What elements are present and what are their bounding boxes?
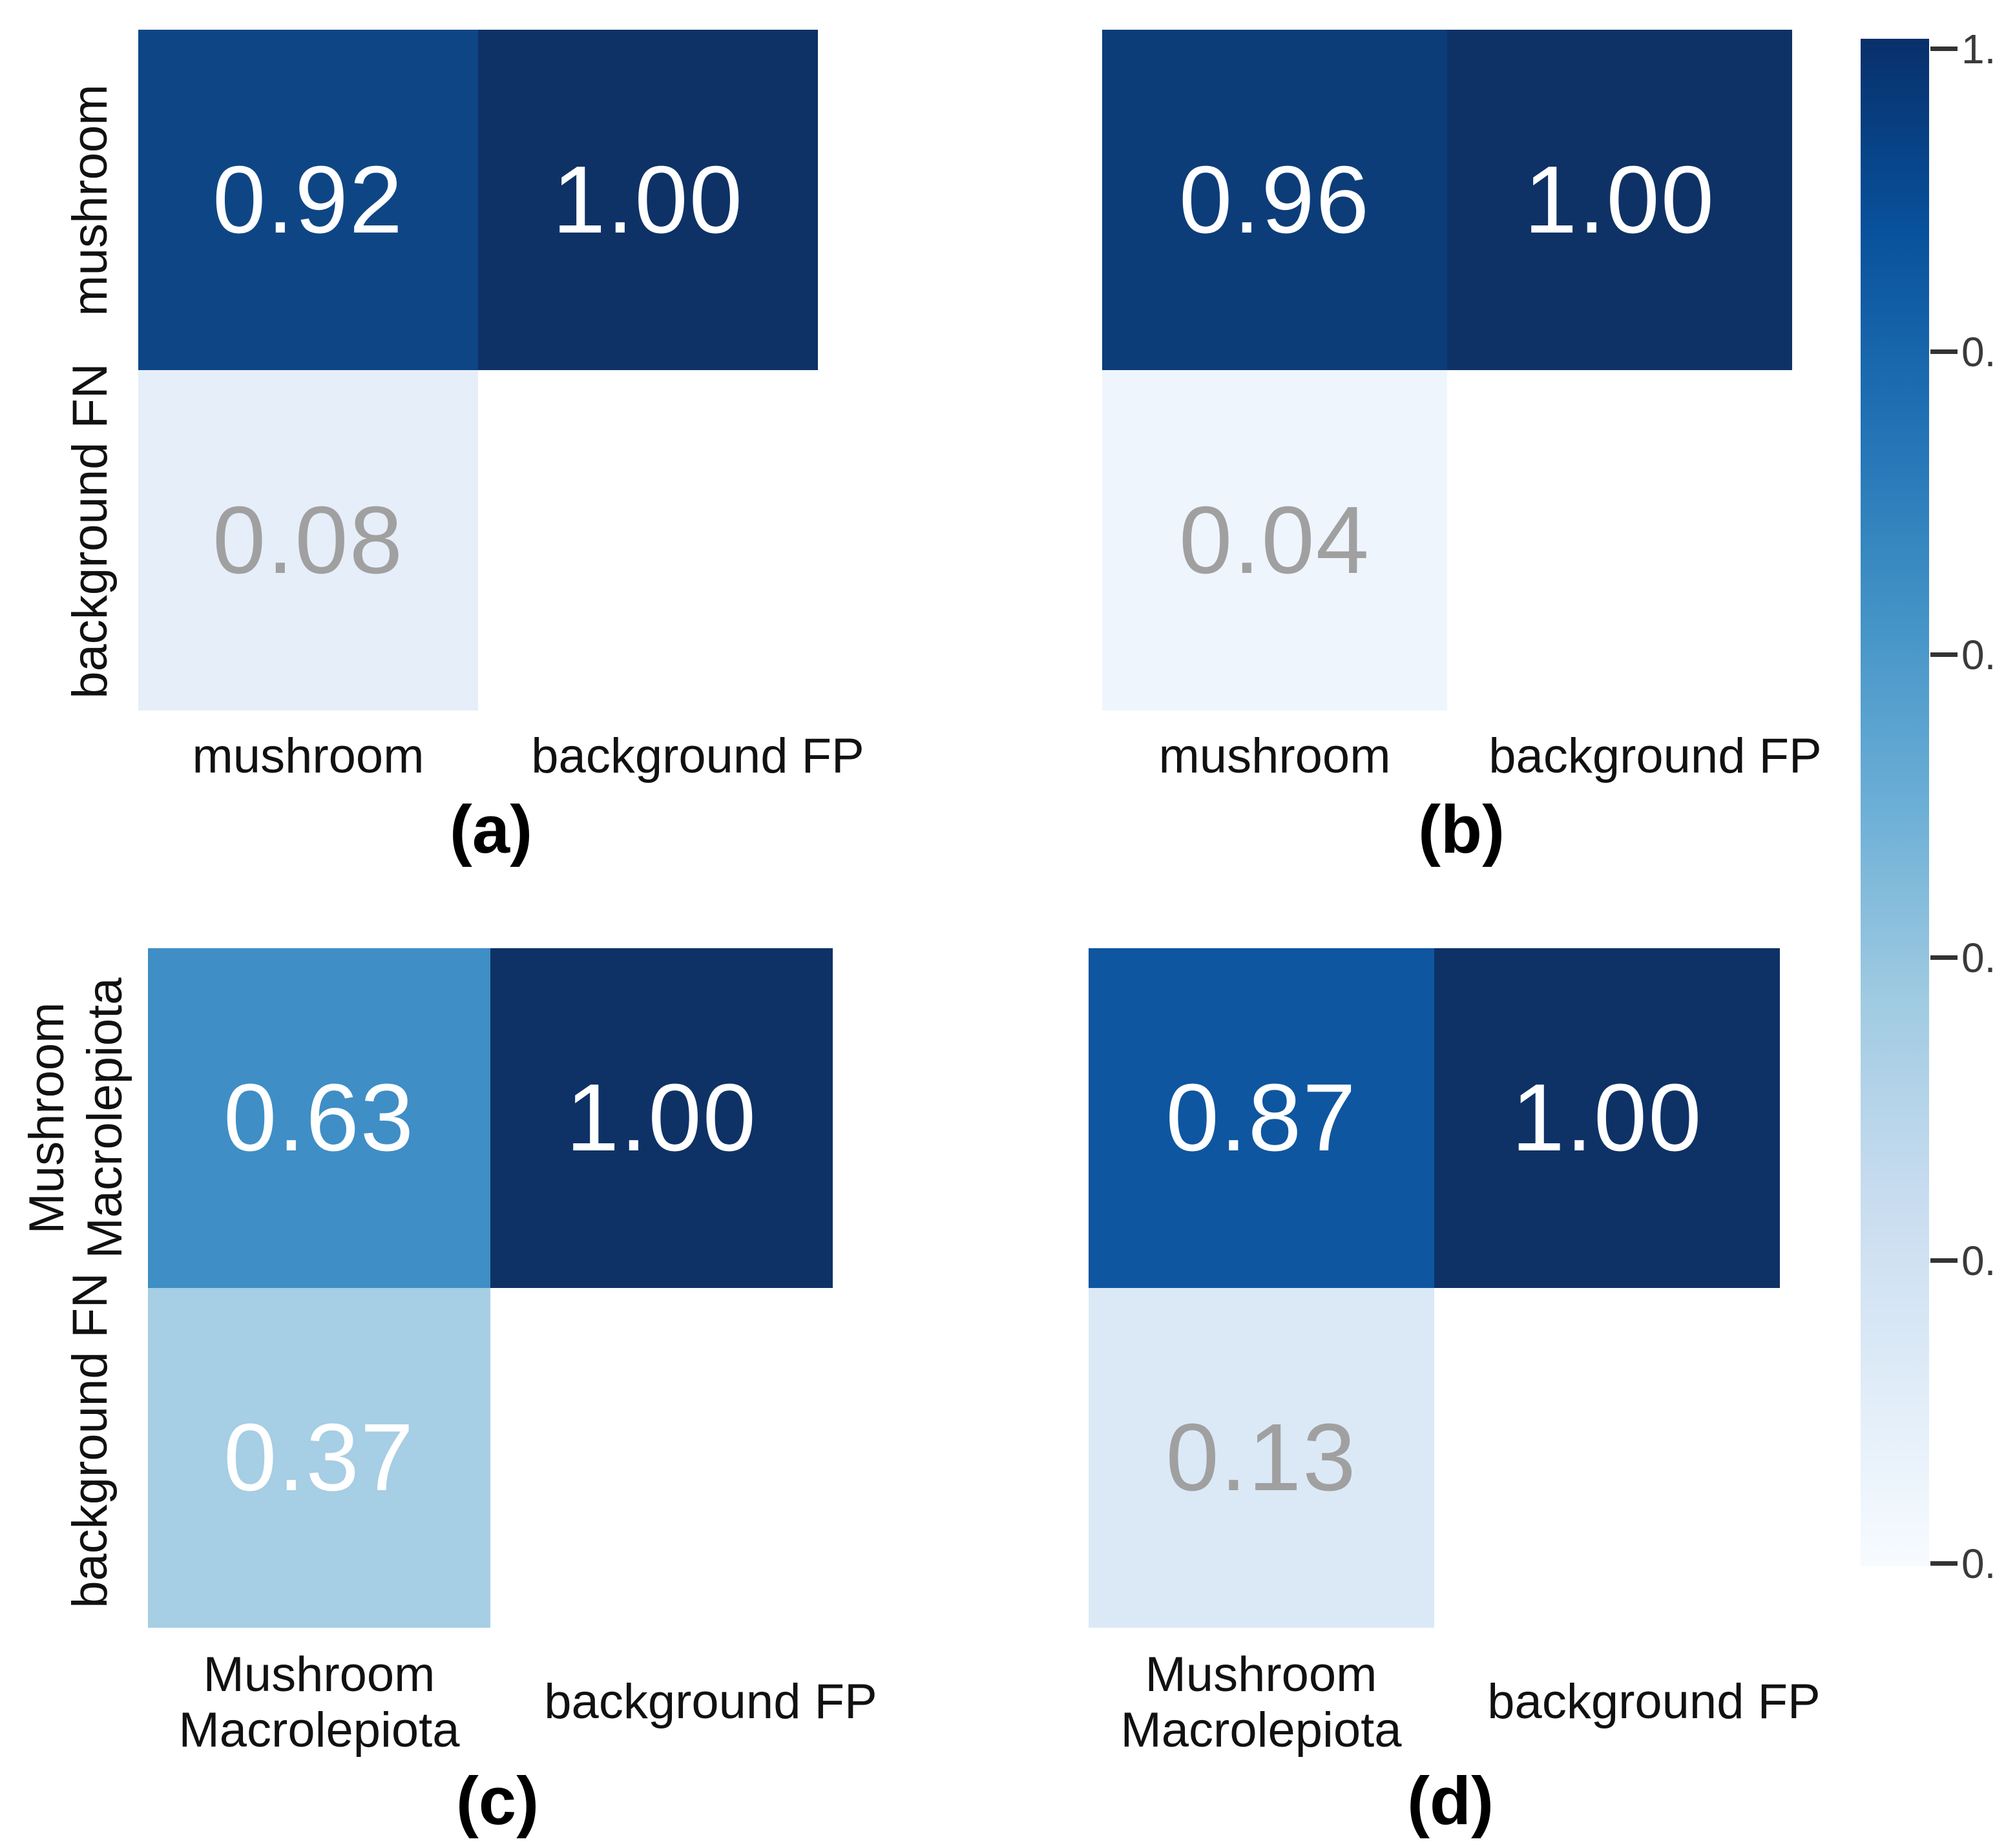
- heatmap-cell-c-r0c0: 0.63: [148, 948, 490, 1288]
- colorbar-tick-label: 0.2: [1961, 1238, 1995, 1284]
- x-tick-label-background-fp: background FP: [1488, 729, 1822, 784]
- colorbar-tick-mark: [1930, 652, 1958, 657]
- panel-caption-c: (c): [455, 1763, 539, 1839]
- panel-caption-b: (b): [1417, 792, 1505, 867]
- heatmap-cell-d-r0c1: 1.00: [1434, 948, 1780, 1288]
- heatmap-cell-b-r0c1: 1.00: [1447, 30, 1792, 370]
- x-tick-label-background-fp: background FP: [531, 729, 864, 784]
- colorbar-tick-label: 1.0: [1961, 26, 1995, 72]
- cell-value: 0.92: [212, 146, 404, 253]
- colorbar-tick-mark: [1930, 349, 1958, 354]
- colorbar-tick-label: 0.8: [1961, 329, 1995, 375]
- x-tick-label-mushroom: mushroom: [1158, 729, 1391, 784]
- colorbar-gradient: [1861, 39, 1929, 1566]
- colorbar-tick-label: 0.0: [1961, 1541, 1995, 1587]
- cell-value: 1.00: [1523, 146, 1716, 253]
- colorbar-tick-mark: [1930, 955, 1958, 960]
- x-tick-label-mushroom: mushroom: [192, 729, 424, 784]
- heatmap-cell-a-r0c1: 1.00: [478, 30, 818, 370]
- y-tick-label-mushroom: mushroom: [63, 84, 118, 317]
- x-tick-label-background-fp: background FP: [1487, 1674, 1821, 1729]
- heatmap-cell-d-r1c0: 0.13: [1089, 1288, 1434, 1628]
- x-tick-label-mushroom-macrolepiota: Mushroom Macrolepiota: [1120, 1647, 1402, 1758]
- cell-value: 0.13: [1165, 1404, 1357, 1511]
- cell-value: 0.37: [223, 1404, 415, 1511]
- x-tick-label-mushroom-macrolepiota: Mushroom Macrolepiota: [178, 1647, 460, 1758]
- panel-caption-d: (d): [1406, 1763, 1494, 1839]
- heatmap-cell-b-r1c0: 0.04: [1102, 370, 1447, 711]
- heatmap-cell-a-r1c0: 0.08: [138, 370, 478, 711]
- cell-value: 0.63: [223, 1064, 415, 1171]
- y-tick-label-background-fn: background FN: [63, 363, 118, 699]
- heatmap-cell-a-r0c0: 0.92: [138, 30, 478, 370]
- colorbar-tick-mark: [1930, 1258, 1958, 1263]
- y-tick-label-mushroom-macrolepiota: Mushroom Macrolepiota: [19, 977, 132, 1259]
- cell-value: 1.00: [1511, 1064, 1703, 1171]
- heatmap-cell-d-r0c0: 0.87: [1089, 948, 1434, 1288]
- cell-value: 1.00: [552, 146, 744, 253]
- cell-value: 1.00: [565, 1064, 758, 1171]
- colorbar-tick-label: 0.4: [1961, 935, 1995, 981]
- cell-value: 0.08: [212, 486, 404, 594]
- x-tick-label-background-fp: background FP: [544, 1674, 877, 1729]
- colorbar-tick-mark: [1930, 47, 1958, 51]
- y-tick-label-background-fn: background FN: [63, 1272, 118, 1608]
- colorbar-tick-mark: [1930, 1561, 1958, 1566]
- colorbar-tick-label: 0.6: [1961, 632, 1995, 678]
- heatmap-cell-b-r0c0: 0.96: [1102, 30, 1447, 370]
- panel-caption-a: (a): [449, 792, 533, 867]
- heatmap-cell-c-r1c0: 0.37: [148, 1288, 490, 1628]
- cell-value: 0.87: [1165, 1064, 1357, 1171]
- heatmap-cell-c-r0c1: 1.00: [490, 948, 833, 1288]
- cell-value: 0.96: [1178, 146, 1371, 253]
- cell-value: 0.04: [1178, 486, 1371, 594]
